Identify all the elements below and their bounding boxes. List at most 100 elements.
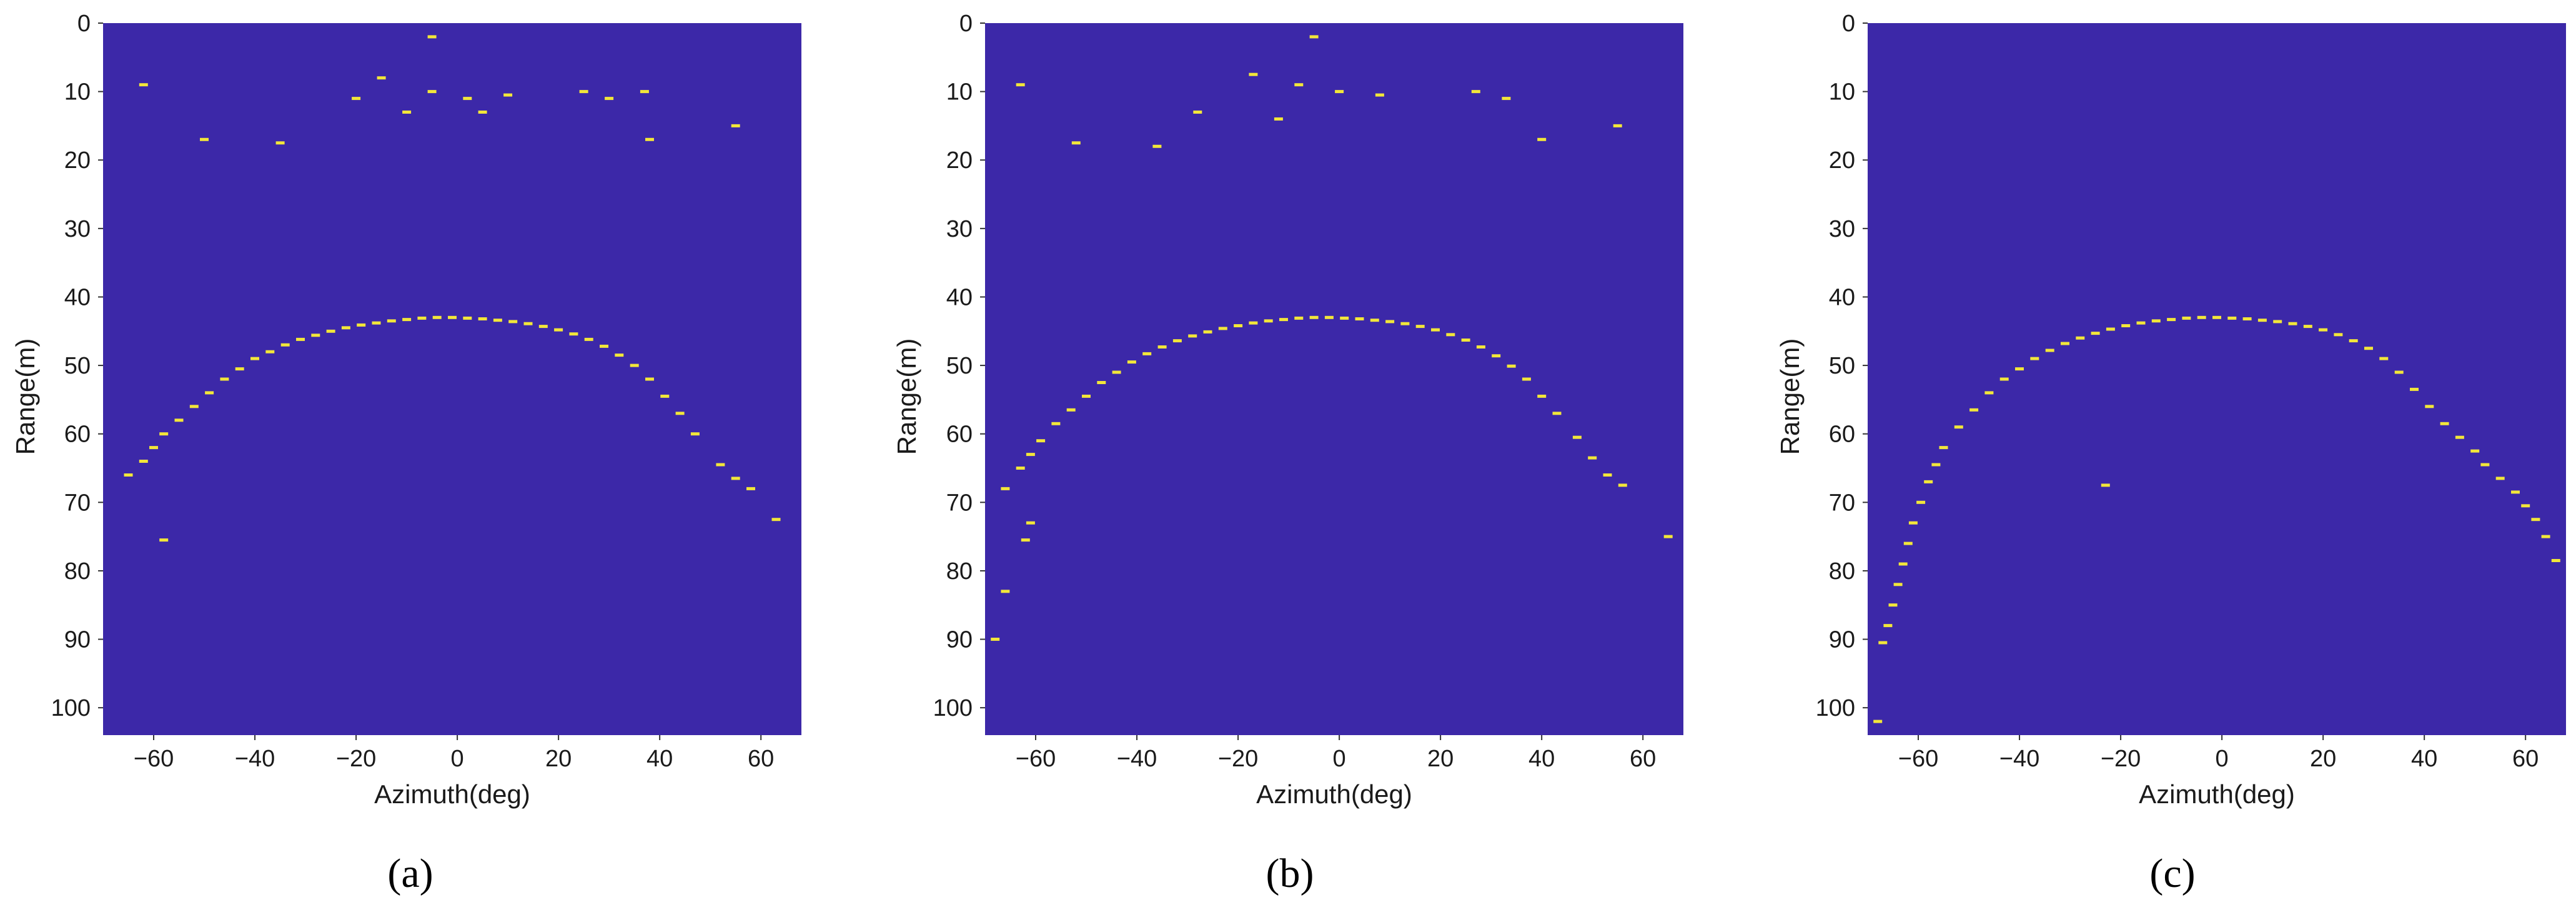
radar-return <box>220 377 229 381</box>
radar-return <box>1294 83 1304 87</box>
radar-return <box>1939 446 1948 450</box>
radar-return <box>402 318 412 322</box>
y-tick-label: 10 <box>64 79 91 106</box>
radar-return <box>2551 559 2560 562</box>
y-axis-label: Range(m) <box>1775 339 1805 455</box>
radar-return <box>377 76 386 80</box>
x-tick-label: 60 <box>748 746 774 772</box>
radar-return <box>1112 370 1121 374</box>
radar-return <box>1355 317 1364 320</box>
radar-return <box>1082 394 1091 398</box>
panel-a: −60 −40 −20 0 20 40 60 0 10 20 30 40 50 60 70 80 90 100 R… <box>11 11 801 896</box>
radar-return <box>690 432 700 436</box>
y-tick-label: 70 <box>1829 490 1855 516</box>
radar-return <box>275 141 285 145</box>
radar-return <box>1898 562 1908 566</box>
y-tick-label: 90 <box>1829 627 1855 653</box>
y-axis-label: Range(m) <box>892 339 921 455</box>
radar-return <box>2379 357 2389 360</box>
radar-return <box>1016 467 1025 470</box>
y-tick-label: 100 <box>933 695 973 721</box>
radar-return <box>1613 124 1622 127</box>
radar-return <box>1931 463 1941 467</box>
radar-return <box>1218 327 1227 330</box>
radar-return <box>508 320 518 324</box>
radar-return <box>2121 324 2131 327</box>
radar-return <box>1036 439 1046 443</box>
radar-return <box>1001 487 1010 490</box>
radar-return <box>2151 319 2161 323</box>
radar-return <box>1878 641 1888 645</box>
radar-return <box>1492 354 1501 358</box>
radar-return <box>1522 377 1531 381</box>
radar-return <box>1552 412 1562 415</box>
radar-return <box>1537 394 1547 398</box>
radar-return <box>2425 405 2434 408</box>
radar-return <box>1385 320 1395 324</box>
radar-return <box>2076 336 2085 340</box>
radar-return <box>478 317 487 320</box>
radar-return <box>1193 111 1202 114</box>
radar-return <box>372 321 381 325</box>
x-tick-label: −40 <box>1117 746 1157 772</box>
radar-return <box>1507 364 1516 368</box>
radar-return <box>311 334 320 337</box>
radar-return <box>1066 408 1076 412</box>
x-tick-label: 0 <box>451 746 464 772</box>
radar-return <box>1021 538 1030 542</box>
radar-return <box>1097 381 1106 384</box>
radar-return <box>645 137 654 141</box>
radar-return <box>2197 315 2206 319</box>
radar-return <box>1375 93 1384 97</box>
radar-return <box>427 90 437 94</box>
y-tick-label: 100 <box>51 695 91 721</box>
radar-return <box>1001 590 1010 593</box>
radar-return <box>2480 463 2490 467</box>
radar-return <box>1016 83 1025 87</box>
y-tick-label: 20 <box>64 147 91 174</box>
radar-return <box>280 343 290 347</box>
radar-return <box>387 319 396 323</box>
radar-return <box>139 83 148 87</box>
x-tick-label: 60 <box>1630 746 1656 772</box>
x-tick-label: −60 <box>1016 746 1056 772</box>
radar-return <box>605 97 614 101</box>
x-tick-label: 20 <box>545 746 572 772</box>
radar-return <box>2531 518 2540 522</box>
radar-return <box>1999 377 2009 381</box>
radar-return <box>2349 339 2358 343</box>
radar-return <box>584 337 593 341</box>
radar-return <box>2394 370 2404 374</box>
radar-return <box>2470 449 2480 453</box>
radar-return <box>265 350 275 354</box>
radar-return <box>1264 319 1273 323</box>
plot-area: −60 −40 −20 0 20 40 60 0 10 20 30 40 50 60 70 80 90 100 <box>1816 11 2566 772</box>
radar-return <box>463 316 472 320</box>
radar-return <box>159 538 169 542</box>
radar-return <box>1249 321 1258 325</box>
radar-return <box>538 325 548 329</box>
x-axis-label: Azimuth(deg) <box>1256 779 1412 809</box>
radar-return <box>189 405 199 408</box>
y-tick-label: 80 <box>1829 558 1855 585</box>
radar-return <box>2521 504 2530 508</box>
radar-return <box>1984 391 1994 395</box>
radar-return <box>1274 117 1283 121</box>
radar-return <box>2364 347 2373 350</box>
radar-return <box>1471 90 1480 94</box>
y-tick-label: 0 <box>1842 11 1855 37</box>
radar-return <box>357 323 366 327</box>
radar-return <box>1071 141 1081 145</box>
y-tick-label: 20 <box>946 147 973 174</box>
radar-return <box>124 473 133 477</box>
x-tick-label: 0 <box>1333 746 1346 772</box>
radar-return <box>2319 328 2328 332</box>
panel-caption: (b) <box>1266 851 1314 896</box>
radar-return <box>2511 490 2520 494</box>
panel-caption: (a) <box>387 851 433 896</box>
radar-return <box>991 638 1000 641</box>
y-tick-label: 50 <box>1829 353 1855 379</box>
x-tick-label: 60 <box>2512 746 2539 772</box>
x-tick-label: −60 <box>1898 746 1938 772</box>
radar-return <box>640 90 649 94</box>
